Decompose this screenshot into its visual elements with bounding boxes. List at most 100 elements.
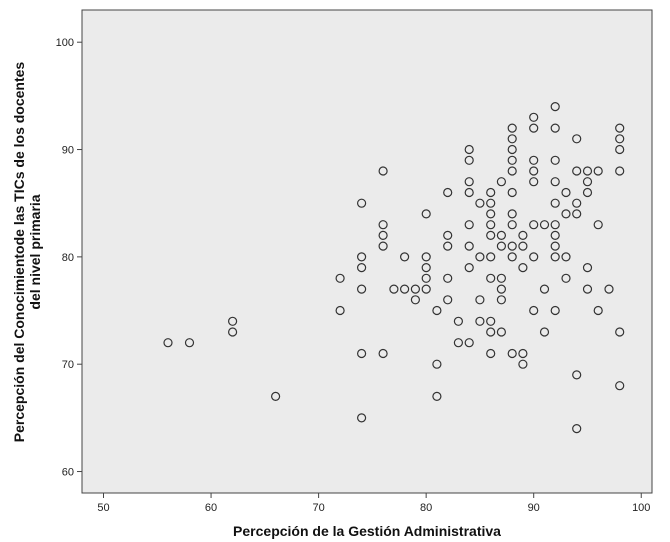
- scatter-point: [486, 220, 496, 230]
- scatter-point: [486, 252, 496, 262]
- scatter-point: [443, 241, 453, 251]
- scatter-point: [561, 252, 571, 262]
- scatter-point: [410, 284, 420, 294]
- scatter-point: [593, 220, 603, 230]
- scatter-point: [496, 241, 506, 251]
- scatter-point: [378, 166, 388, 176]
- scatter-point: [357, 284, 367, 294]
- scatter-point: [496, 327, 506, 337]
- x-axis-ticks: 50 60 70 80 90 100: [97, 493, 650, 514]
- y-axis-title-line-2: del nivel primaria: [27, 194, 43, 309]
- scatter-point: [518, 241, 528, 251]
- y-tick-label: 90: [62, 145, 74, 157]
- scatter-point: [507, 144, 517, 155]
- scatter-point: [389, 284, 399, 294]
- scatter-point: [615, 134, 625, 144]
- scatter-point: [357, 263, 367, 273]
- scatter-point: [572, 134, 582, 144]
- plot-area: [81, 9, 653, 494]
- scatter-point: [432, 305, 442, 316]
- scatter-point: [475, 295, 485, 305]
- scatter-point: [518, 359, 528, 369]
- scatter-point: [529, 305, 539, 316]
- scatter-point: [615, 144, 625, 155]
- scatter-point: [453, 316, 463, 326]
- scatter-point: [529, 177, 539, 187]
- scatter-point: [496, 273, 506, 283]
- scatter-point: [335, 273, 345, 283]
- data-points: [163, 101, 625, 434]
- scatter-point: [443, 295, 453, 305]
- scatter-point: [357, 348, 367, 359]
- scatter-point: [475, 252, 485, 262]
- scatter-point: [550, 252, 560, 262]
- scatter-point: [561, 209, 571, 219]
- scatter-point: [507, 123, 517, 133]
- scatter-point: [400, 252, 410, 262]
- scatter-point: [539, 284, 550, 294]
- scatter-point: [421, 252, 431, 262]
- scatter-point: [518, 263, 528, 273]
- scatter-point: [529, 112, 539, 122]
- scatter-point: [507, 155, 517, 165]
- scatter-point: [550, 305, 560, 316]
- scatter-point: [615, 381, 625, 391]
- scatter-point: [572, 370, 582, 380]
- scatter-point: [464, 338, 474, 348]
- scatter-point: [496, 177, 506, 187]
- scatter-point: [561, 273, 571, 283]
- scatter-point: [572, 166, 582, 176]
- scatter-point: [518, 230, 528, 240]
- scatter-point: [507, 220, 517, 230]
- scatter-point: [464, 220, 474, 230]
- scatter-point: [357, 198, 367, 208]
- scatter-point: [507, 209, 517, 219]
- scatter-point: [486, 198, 496, 208]
- y-tick-label: 80: [62, 252, 74, 264]
- scatter-point: [464, 241, 474, 251]
- scatter-point: [582, 187, 593, 198]
- scatter-point: [475, 316, 485, 326]
- scatter-point: [615, 123, 625, 133]
- scatter-point: [432, 391, 442, 401]
- scatter-point: [496, 295, 506, 305]
- scatter-point: [529, 166, 539, 176]
- scatter-point: [550, 241, 560, 251]
- scatter-point: [163, 338, 173, 348]
- scatter-point: [507, 166, 517, 176]
- scatter-point: [486, 348, 496, 359]
- x-tick-label: 60: [205, 502, 217, 514]
- y-tick-label: 70: [62, 359, 74, 371]
- scatter-point: [443, 273, 453, 283]
- scatter-point: [228, 327, 238, 337]
- scatter-point: [464, 177, 474, 187]
- y-tick-label: 60: [62, 467, 74, 479]
- scatter-point: [593, 305, 603, 316]
- scatter-point: [421, 209, 431, 219]
- scatter-point: [421, 284, 431, 294]
- scatter-point: [529, 220, 539, 230]
- scatter-point: [486, 316, 496, 326]
- scatter-point: [582, 166, 593, 176]
- scatter-point: [421, 273, 431, 283]
- scatter-point: [184, 338, 195, 348]
- scatter-point: [572, 424, 582, 434]
- scatter-point: [421, 263, 431, 273]
- scatter-point: [400, 284, 410, 294]
- scatter-point: [378, 220, 388, 230]
- scatter-point: [496, 284, 506, 294]
- scatter-point: [464, 263, 474, 273]
- scatter-point: [464, 187, 474, 198]
- scatter-point: [335, 305, 345, 316]
- scatter-point: [582, 177, 593, 187]
- scatter-point: [432, 359, 442, 369]
- scatter-point: [539, 327, 550, 337]
- scatter-point: [507, 187, 517, 198]
- scatter-point: [529, 252, 539, 262]
- scatter-point: [486, 273, 496, 283]
- scatter-point: [464, 144, 474, 155]
- scatter-point: [228, 316, 238, 326]
- scatter-point: [529, 155, 539, 165]
- x-tick-label: 50: [97, 502, 109, 514]
